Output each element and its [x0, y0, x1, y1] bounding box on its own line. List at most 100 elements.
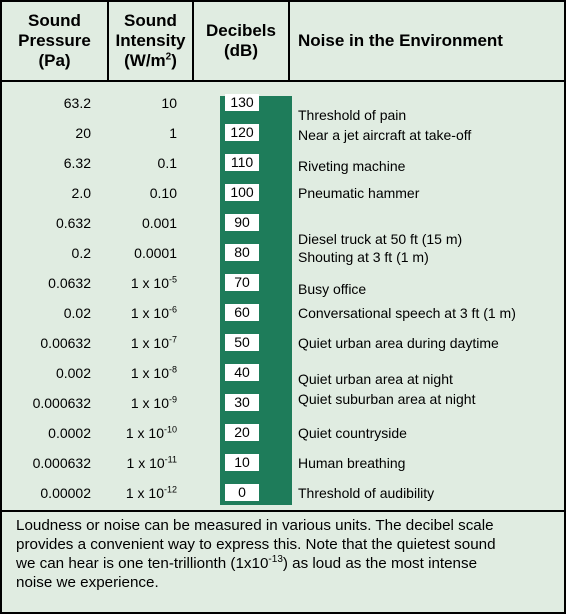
noise-source: Quiet urban area during daytime: [298, 335, 499, 351]
header-decibels-line1: Decibels: [206, 21, 276, 40]
intensity-cell: 1 x 10-9: [110, 394, 177, 412]
pressure-cell: 0.000632: [32, 455, 91, 471]
pressure-cell: 0.00002: [40, 485, 91, 501]
intensity-value: 0.0001: [134, 245, 177, 261]
header-sound-pressure: Sound Pressure (Pa): [2, 2, 107, 80]
pressure-cell: 0.00632: [40, 335, 91, 351]
intensity-cell: 1 x 10-5: [110, 274, 177, 292]
noise-source: Pneumatic hammer: [298, 185, 420, 201]
intensity-cell: 0.1: [110, 154, 177, 172]
footnote-line3-end: ) as loud as the most intense: [282, 555, 478, 572]
intensity-cell: 1 x 10-10: [110, 424, 177, 442]
intensity-cell: 1 x 10-11: [110, 454, 177, 472]
intensity-cell: 10: [110, 94, 177, 112]
header-intensity-unit: (W/m: [124, 51, 166, 70]
intensity-exponent: -7: [168, 334, 177, 345]
intensity-cell: 1: [110, 124, 177, 142]
intensity-value: 1 x 10: [125, 425, 164, 441]
noise-source: Quiet suburban area at night: [298, 391, 476, 407]
intensity-cell: 0.001: [110, 214, 177, 232]
header-pressure-unit: (Pa): [38, 51, 71, 70]
intensity-exponent: -6: [168, 304, 177, 315]
decibel-label: 20: [225, 424, 259, 441]
pressure-cell: 2.0: [71, 185, 91, 201]
intensity-exponent: -5: [168, 274, 177, 285]
header-decibels: Decibels (dB): [194, 2, 288, 80]
pressure-cell: 63.2: [63, 95, 91, 111]
pressure-cell: 0.632: [55, 215, 91, 231]
pressure-cell: 6.32: [63, 155, 91, 171]
decibel-label: 40: [225, 364, 259, 381]
noise-source: Diesel truck at 50 ft (15 m): [298, 231, 463, 247]
decibel-label: 70: [225, 274, 259, 291]
decibel-label: 110: [225, 154, 259, 171]
intensity-cell: 1 x 10-12: [110, 484, 177, 502]
decibel-label: 0: [225, 484, 259, 501]
pressure-cell: 0.2: [71, 245, 91, 261]
pressure-cell: 0.0632: [48, 275, 91, 291]
header-intensity-unit-close: ): [171, 51, 177, 70]
intensity-value: 1 x 10: [130, 275, 169, 291]
intensity-exponent: -8: [168, 364, 177, 375]
intensity-value: 1 x 10: [130, 335, 169, 351]
decibel-label: 100: [225, 184, 259, 201]
intensity-cell: 1 x 10-6: [110, 304, 177, 322]
table-body: 63.2 10 130 20 1 120 6.32 0.1 110 2.0 0.10 100 0.632…: [2, 82, 564, 510]
noise-source: Threshold of pain: [298, 107, 407, 123]
noise-source: Quiet countryside: [298, 425, 407, 441]
footnote-line1: Loudness or noise can be measured in var…: [16, 517, 494, 534]
noise-source: Riveting machine: [298, 158, 406, 174]
intensity-exponent: -10: [163, 424, 177, 435]
footnote-line3: we can hear is one ten-trillionth (1x10: [16, 555, 269, 572]
noise-source: Quiet urban area at night: [298, 371, 453, 387]
decibel-label: 30: [225, 394, 259, 411]
header-pressure-line2: Pressure: [18, 31, 91, 50]
intensity-value: 0.10: [149, 185, 177, 201]
noise-source: Shouting at 3 ft (1 m): [298, 249, 429, 265]
header-noise-environment: Noise in the Environment: [290, 2, 564, 80]
decibel-label: 130: [225, 94, 259, 111]
intensity-cell: 0.10: [110, 184, 177, 202]
noise-source: Conversational speech at 3 ft (1 m): [298, 305, 516, 321]
decibel-label: 50: [225, 334, 259, 351]
intensity-value: 1: [169, 125, 177, 141]
intensity-value: 0.1: [157, 155, 177, 171]
header-intensity-line1: Sound: [124, 11, 177, 30]
intensity-exponent: -9: [168, 394, 177, 405]
decibel-label: 80: [225, 244, 259, 261]
noise-source: Busy office: [298, 281, 367, 297]
pressure-cell: 0.02: [63, 305, 91, 321]
header-intensity-unit-exp: 2: [165, 51, 172, 63]
intensity-value: 10: [161, 95, 177, 111]
decibel-label: 60: [225, 304, 259, 321]
intensity-cell: 0.0001: [110, 244, 177, 262]
intensity-value: 1 x 10: [130, 365, 169, 381]
intensity-value: 1 x 10: [130, 395, 169, 411]
noise-source: Threshold of audibility: [298, 485, 435, 501]
footnote-line2: provides a convenient way to express thi…: [16, 536, 496, 553]
pressure-cell: 0.002: [55, 365, 91, 381]
decibel-label: 120: [225, 124, 259, 141]
pressure-cell: 0.000632: [32, 395, 91, 411]
intensity-cell: 1 x 10-8: [110, 364, 177, 382]
header-intensity-line2: Intensity: [115, 31, 186, 50]
intensity-cell: 1 x 10-7: [110, 334, 177, 352]
header-pressure-line1: Sound: [28, 11, 81, 30]
footnote-line4: noise we experience.: [16, 574, 159, 591]
intensity-value: 1 x 10: [130, 305, 169, 321]
intensity-exponent: -12: [163, 484, 177, 495]
decibel-label: 10: [225, 454, 259, 471]
header-sound-intensity: Sound Intensity (W/m2): [109, 2, 192, 80]
decibel-label: 90: [225, 214, 259, 231]
intensity-value: 1 x 10: [125, 485, 164, 501]
noise-source: Human breathing: [298, 455, 406, 471]
footnote-exponent: -13: [268, 553, 283, 565]
footnote: Loudness or noise can be measured in var…: [2, 512, 564, 612]
header-decibels-unit: (dB): [224, 41, 258, 60]
intensity-value: 0.001: [141, 215, 177, 231]
header-environment-label: Noise in the Environment: [298, 31, 503, 50]
pressure-cell: 20: [75, 125, 91, 141]
noise-source: Near a jet aircraft at take-off: [298, 127, 472, 143]
intensity-value: 1 x 10: [126, 455, 165, 471]
